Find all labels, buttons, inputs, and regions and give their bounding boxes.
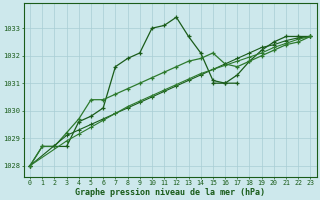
X-axis label: Graphe pression niveau de la mer (hPa): Graphe pression niveau de la mer (hPa) (75, 188, 265, 197)
